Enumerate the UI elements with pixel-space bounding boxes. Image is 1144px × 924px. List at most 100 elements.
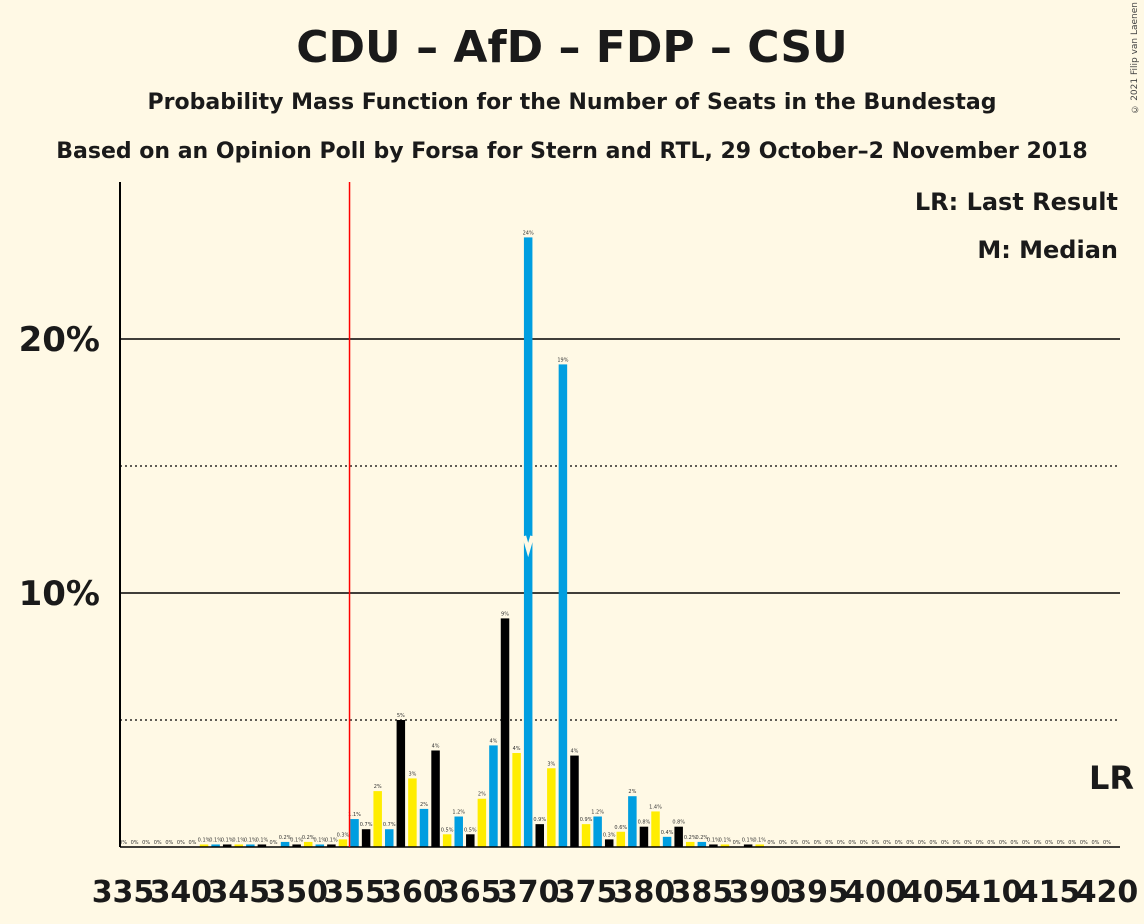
x-tick-label: 365 <box>439 875 502 910</box>
bar-label-seat-335: 0% <box>119 840 127 846</box>
bar-seat-356 <box>361 829 371 847</box>
bar-label-seat-374: 4% <box>571 749 579 755</box>
x-tick-label: 405 <box>902 875 965 910</box>
bar-label-seat-350: 0.1% <box>290 837 303 843</box>
x-tick-label: 395 <box>786 875 849 910</box>
bar-label-seat-365: 0.5% <box>464 827 477 833</box>
bar-seat-347 <box>257 844 267 847</box>
bars <box>199 237 764 847</box>
bar-seat-362 <box>431 750 440 847</box>
bar-seat-377 <box>604 839 614 847</box>
x-axis-ticks: 3353403453503553603653703753803853903954… <box>92 875 1139 910</box>
bar-label-seat-403: 0% <box>906 840 914 846</box>
x-tick-label: 350 <box>265 875 328 910</box>
x-tick-label: 360 <box>381 875 444 910</box>
bar-seat-359 <box>396 720 406 847</box>
bar-seat-368 <box>500 618 510 847</box>
bar-seat-371 <box>535 824 545 847</box>
gridlines <box>120 338 1120 721</box>
bar-label-seat-389: 0.1% <box>742 837 755 843</box>
bar-seat-381 <box>651 811 660 847</box>
bar-label-seat-368: 9% <box>501 611 509 617</box>
bar-label-seat-359: 5% <box>397 713 405 719</box>
bar-label-seat-362: 4% <box>432 743 440 749</box>
bar-label-seat-379: 2% <box>628 789 636 795</box>
bar-label-seat-392: 0% <box>779 840 787 846</box>
bar-label-seat-377: 0.3% <box>603 832 616 838</box>
bar-label-seat-342: 0.1% <box>198 837 211 843</box>
bar-label-seat-360: 3% <box>408 771 416 777</box>
bar-label-seat-361: 2% <box>420 802 428 808</box>
chart-subtitle: Probability Mass Function for the Number… <box>147 90 997 115</box>
last-result-marker-label: LR <box>1089 759 1134 797</box>
bar-seat-360 <box>408 778 417 847</box>
bar-label-seat-354: 0.3% <box>337 832 350 838</box>
bar-label-seat-405: 0% <box>929 840 937 846</box>
bar-label-seat-351: 0.2% <box>302 835 315 841</box>
bar-seat-354 <box>338 839 348 847</box>
bar-label-seat-407: 0% <box>953 840 961 846</box>
bar-label-seat-373: 19% <box>557 357 568 363</box>
bar-label-seat-370: 24% <box>523 230 534 236</box>
x-tick-label: 410 <box>960 875 1023 910</box>
chart-title: CDU – AfD – FDP – CSU <box>296 22 848 73</box>
bar-seat-343 <box>211 844 220 847</box>
bar-seat-380 <box>639 826 649 847</box>
bar-label-seat-338: 0% <box>154 840 162 846</box>
bar-seat-349 <box>280 841 290 847</box>
bar-label-seat-369: 4% <box>513 746 521 752</box>
x-tick-label: 370 <box>497 875 560 910</box>
bar-seat-369 <box>512 753 521 847</box>
bar-label-seat-336: 0% <box>131 840 139 846</box>
median-marker <box>522 535 535 558</box>
bar-label-seat-400: 0% <box>872 840 880 846</box>
bar-label-seat-416: 0% <box>1057 840 1065 846</box>
bar-seat-352 <box>315 844 325 847</box>
x-tick-label: 385 <box>671 875 734 910</box>
bar-label-seat-395: 0% <box>814 840 822 846</box>
bar-seat-387 <box>720 844 730 847</box>
bar-label-seat-339: 0% <box>165 840 173 846</box>
bar-label-seat-375: 0.9% <box>580 817 593 823</box>
bar-seat-364 <box>454 816 463 847</box>
bar-seat-374 <box>570 755 579 847</box>
bar-seat-378 <box>616 831 626 847</box>
x-tick-label: 375 <box>555 875 618 910</box>
bar-seat-370 <box>523 237 533 847</box>
bar-label-seat-363: 0.5% <box>441 827 454 833</box>
bar-label-seat-401: 0% <box>883 840 891 846</box>
bar-label-seat-378: 0.6% <box>614 825 627 831</box>
x-tick-label: 390 <box>728 875 791 910</box>
bar-label-seat-346: 0.1% <box>244 837 257 843</box>
bar-seat-372 <box>547 768 556 847</box>
bar-label-seat-415: 0% <box>1045 840 1053 846</box>
bar-label-seat-409: 0% <box>976 840 984 846</box>
bar-label-seat-394: 0% <box>802 840 810 846</box>
y-axis-ticks: 10% 20% <box>19 320 100 614</box>
bar-label-seat-337: 0% <box>142 840 150 846</box>
y-tick-label: 10% <box>19 574 100 614</box>
bar-seat-344 <box>222 844 232 847</box>
x-tick-label: 345 <box>207 875 270 910</box>
bar-seat-390 <box>755 844 764 847</box>
bar-label-seat-387: 0.1% <box>719 837 732 843</box>
bar-label-seat-404: 0% <box>918 840 926 846</box>
bar-seat-357 <box>373 791 382 847</box>
bar-label-seat-398: 0% <box>848 840 856 846</box>
x-tick-label: 380 <box>613 875 676 910</box>
bar-label-seat-356: 0.7% <box>360 822 373 828</box>
bar-label-seat-344: 0.1% <box>221 837 234 843</box>
bar-seat-389 <box>743 844 753 847</box>
y-tick-label: 20% <box>19 320 100 360</box>
bar-label-seat-347: 0.1% <box>256 837 269 843</box>
bar-label-seat-384: 0.2% <box>684 835 697 841</box>
bar-label-seat-372: 3% <box>547 761 555 767</box>
bar-seat-373 <box>558 364 568 847</box>
bar-seat-365 <box>466 834 475 847</box>
bar-label-seat-414: 0% <box>1034 840 1042 846</box>
bar-label-seat-391: 0% <box>767 840 775 846</box>
bar-label-seat-381: 1.4% <box>649 804 662 810</box>
x-tick-label: 340 <box>150 875 213 910</box>
bar-label-seat-376: 1.2% <box>591 810 604 816</box>
